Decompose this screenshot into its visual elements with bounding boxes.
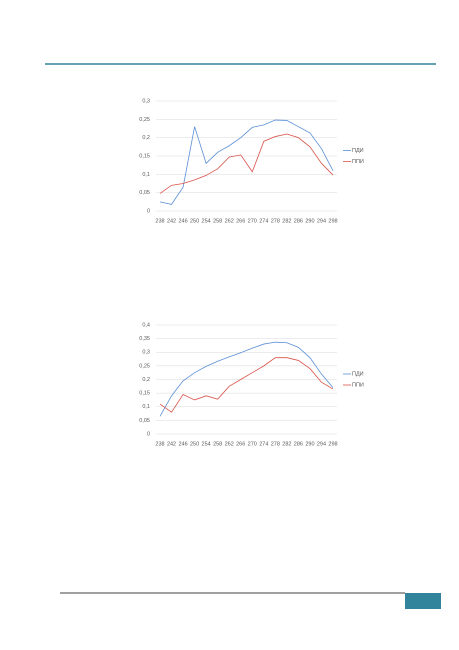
y-tick-label: 0,05: [139, 418, 150, 424]
x-tick-label: 274: [259, 218, 268, 224]
y-tick-label: 0,35: [139, 336, 150, 342]
x-tick-label: 274: [259, 441, 268, 447]
y-tick-label: 0,15: [139, 153, 150, 159]
legend-label: ППИ: [352, 382, 364, 388]
x-tick-label: 298: [328, 441, 337, 447]
x-tick-label: 290: [305, 441, 314, 447]
x-tick-label: 262: [225, 441, 234, 447]
y-tick-label: 0,3: [142, 350, 150, 356]
x-tick-label: 270: [248, 218, 257, 224]
x-tick-label: 242: [167, 441, 176, 447]
y-tick-label: 0,05: [139, 190, 150, 196]
y-tick-label: 0,2: [142, 135, 150, 141]
x-tick-label: 282: [282, 218, 291, 224]
x-tick-label: 246: [178, 441, 187, 447]
y-tick-label: 0: [147, 208, 150, 214]
y-tick-label: 0,25: [139, 117, 150, 123]
y-tick-label: 0: [147, 431, 150, 437]
x-tick-label: 270: [248, 441, 257, 447]
y-tick-label: 0,4: [142, 322, 150, 328]
legend-label: ПДИ: [352, 148, 364, 154]
x-tick-label: 250: [190, 441, 199, 447]
series-line: [159, 119, 334, 205]
y-tick-label: 0,25: [139, 363, 150, 369]
x-tick-label: 254: [202, 218, 211, 224]
x-tick-label: 286: [294, 218, 303, 224]
x-tick-label: 278: [271, 218, 280, 224]
x-tick-label: 294: [317, 441, 326, 447]
x-tick-label: 286: [294, 441, 303, 447]
x-tick-label: 266: [236, 441, 245, 447]
y-tick-label: 0,15: [139, 391, 150, 397]
x-tick-label: 294: [317, 218, 326, 224]
series-line: [159, 357, 334, 413]
x-tick-label: 242: [167, 218, 176, 224]
x-tick-label: 246: [178, 218, 187, 224]
series-line: [159, 341, 334, 417]
legend-label: ППИ: [352, 159, 364, 165]
y-tick-label: 0,2: [142, 377, 150, 383]
x-tick-label: 282: [282, 441, 291, 447]
x-tick-label: 254: [202, 441, 211, 447]
y-tick-label: 0,1: [142, 172, 150, 178]
x-tick-label: 298: [328, 218, 337, 224]
x-tick-label: 266: [236, 218, 245, 224]
x-tick-label: 290: [305, 218, 314, 224]
series-line: [159, 133, 334, 194]
x-tick-label: 238: [155, 441, 164, 447]
x-tick-label: 278: [271, 441, 280, 447]
x-tick-label: 238: [155, 218, 164, 224]
y-tick-label: 0,1: [142, 404, 150, 410]
footer-box: [405, 593, 441, 609]
x-tick-label: 262: [225, 218, 234, 224]
y-tick-label: 0,3: [142, 98, 150, 104]
x-tick-label: 250: [190, 218, 199, 224]
x-tick-label: 258: [213, 441, 222, 447]
legend-label: ПДИ: [352, 371, 364, 377]
x-tick-label: 258: [213, 218, 222, 224]
